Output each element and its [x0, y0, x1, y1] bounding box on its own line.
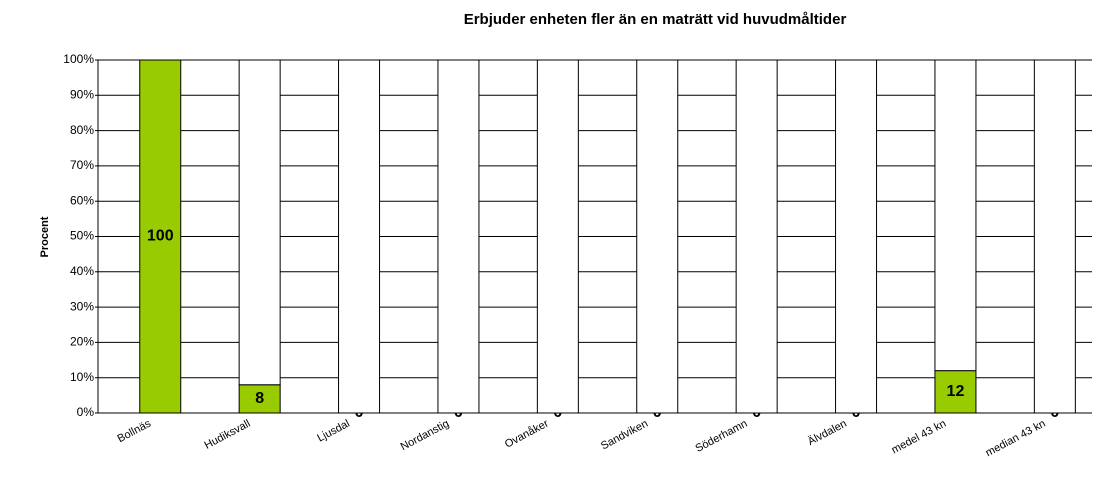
x-tick-label: Älvdalen — [806, 418, 849, 448]
x-tick-label: Nordanstig — [399, 418, 452, 454]
bar-segment — [735, 59, 778, 414]
x-tick-label: Hudiksvall — [203, 418, 253, 452]
y-tick-label: 70% — [70, 158, 94, 172]
bar-segment — [338, 59, 381, 414]
bar-segment — [437, 59, 480, 414]
bar-segment — [238, 384, 281, 414]
bar-segment — [835, 59, 878, 414]
y-tick-label: 100% — [63, 52, 94, 66]
y-tick-label: 90% — [70, 87, 94, 101]
bar-segment — [934, 59, 977, 372]
x-tick-label: median 43 kn — [984, 418, 1048, 460]
y-tick-label: 0% — [77, 405, 95, 419]
y-tick-label: 50% — [70, 229, 94, 243]
x-tick-label: Ljusdal — [315, 418, 351, 445]
y-tick-label: 10% — [70, 370, 94, 384]
data-label: 100 — [147, 228, 174, 245]
y-tick-label: 80% — [70, 123, 94, 137]
x-tick-label: Söderhamn — [694, 418, 750, 455]
bar-segment — [1033, 59, 1076, 414]
y-tick-label: 20% — [70, 335, 94, 349]
y-axis-label: Procent — [39, 216, 51, 257]
x-tick-label: medel 43 kn — [890, 418, 949, 457]
data-label: 8 — [255, 390, 264, 407]
x-tick-label: Ovanåker — [503, 417, 551, 450]
chart-title: Erbjuder enheten fler än en maträtt vid … — [464, 11, 847, 28]
y-tick-label: 60% — [70, 193, 94, 207]
y-tick-label: 30% — [70, 299, 94, 313]
x-tick-label: Sandviken — [599, 418, 650, 453]
y-tick-label: 40% — [70, 264, 94, 278]
bar-segment — [139, 59, 182, 414]
bar-segment — [636, 59, 679, 414]
bar-segment — [536, 59, 579, 414]
bar-segment — [238, 59, 281, 386]
x-tick-label: Bollnäs — [116, 417, 154, 445]
data-label: 12 — [947, 383, 965, 400]
